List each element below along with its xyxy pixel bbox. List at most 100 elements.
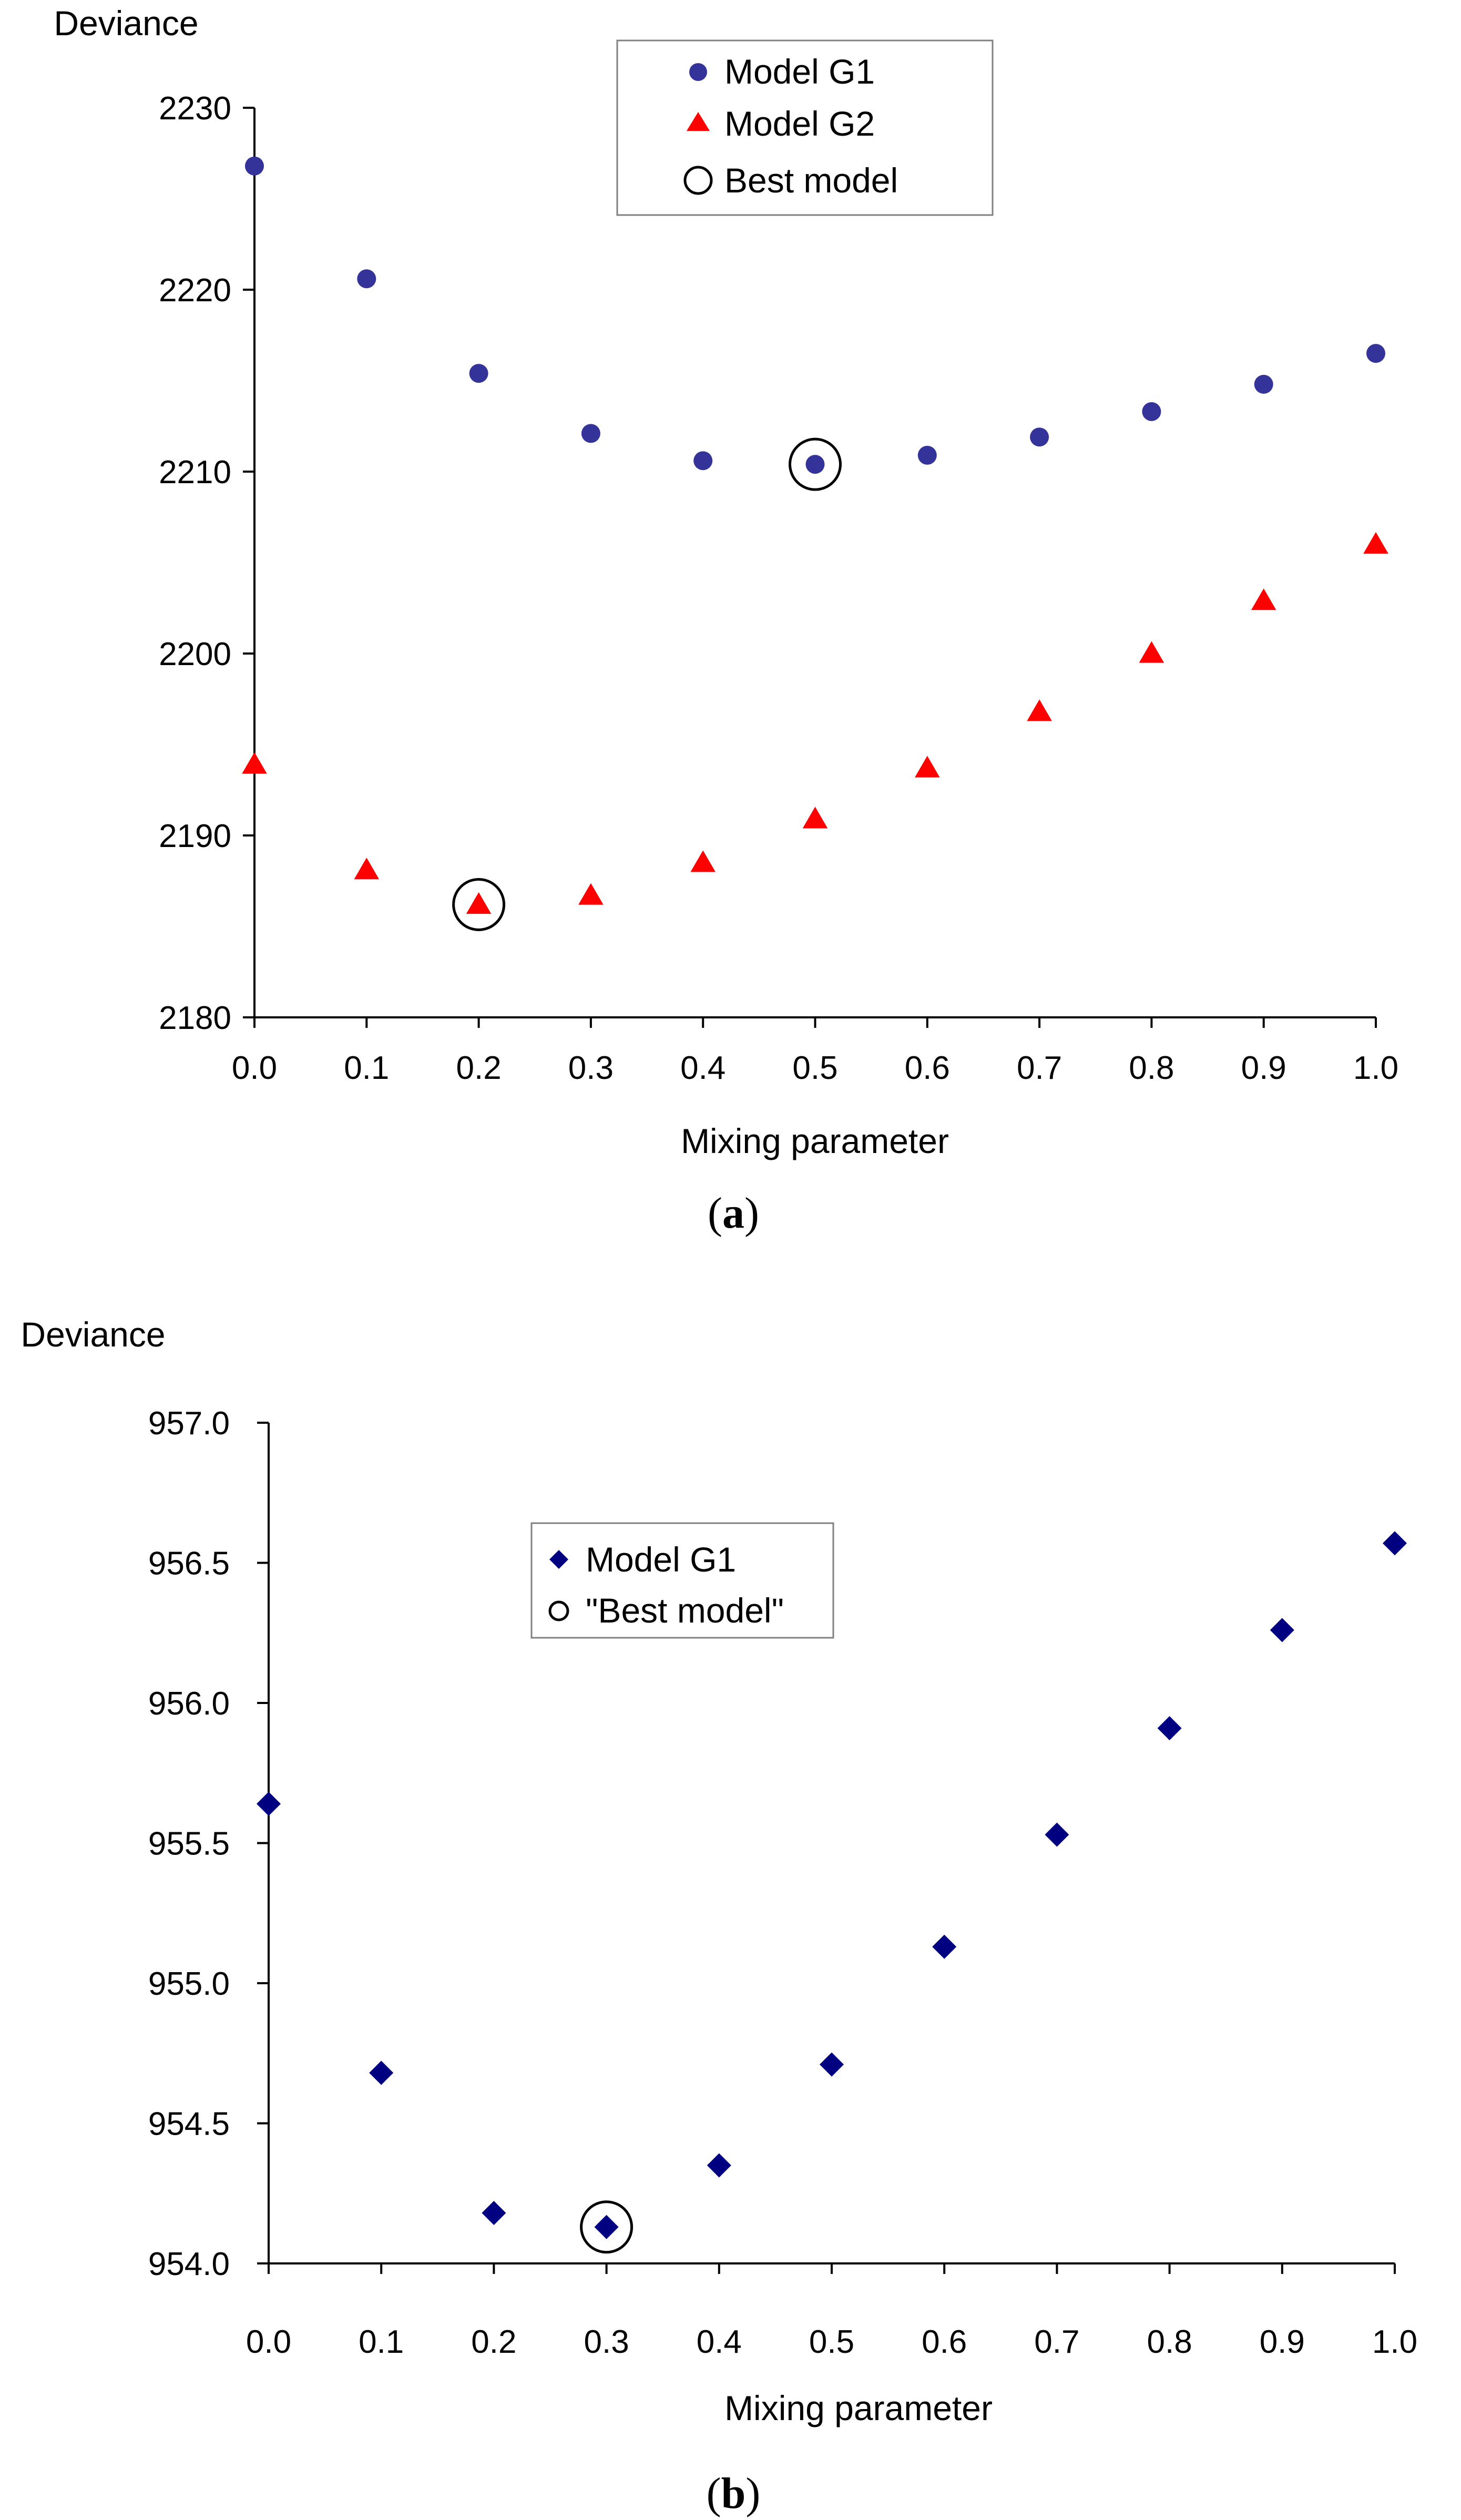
x-tick-label: 0.4 [697, 2324, 742, 2360]
legend-label-model-g1: Model G1 [586, 1540, 736, 1579]
data-point-model-g1 [932, 1934, 957, 1959]
data-point-model-g1 [245, 156, 264, 176]
data-point-model-g1 [1045, 1822, 1069, 1847]
data-point-model-g1 [820, 2052, 844, 2077]
legend-marker-best-model [548, 1600, 569, 1621]
panel-caption-b: (b) [707, 2469, 761, 2518]
y-axis-title: Deviance [54, 4, 198, 43]
x-tick-label: 0.0 [246, 2324, 291, 2360]
y-tick-label: 2200 [159, 636, 231, 672]
y-tick-label: 955.0 [148, 1966, 230, 2002]
legend-label-model-g2: Model G2 [724, 104, 875, 143]
x-tick-label: 0.1 [344, 1050, 389, 1086]
data-point-model-g2 [466, 892, 492, 914]
y-tick-label: 954.5 [148, 2106, 230, 2142]
y-axis-ticks: 954.0 954.5 955.0 955.5 956.0 956.5 957.0 [148, 1405, 269, 2282]
data-point-model-g1 [594, 2215, 619, 2239]
data-point-model-g1 [369, 2060, 394, 2085]
data-point-model-g1 [693, 451, 713, 471]
x-tick-label: 0.8 [1129, 1050, 1174, 1086]
y-axis-title: Deviance [21, 1315, 165, 1354]
y-tick-label: 956.5 [148, 1546, 230, 1582]
data-points [257, 1531, 1407, 2254]
data-point-model-g1 [581, 424, 600, 443]
legend: Model G1 Model G2 Best model [616, 39, 994, 216]
data-point-model-g1 [1030, 427, 1049, 447]
x-axis-title: Mixing parameter [724, 2389, 993, 2427]
best-model-marker [789, 437, 842, 491]
data-point-model-g1 [469, 364, 488, 383]
data-point-model-g2 [1363, 532, 1388, 554]
legend-marker-model-g1 [689, 63, 707, 81]
x-tick-label: 0.4 [680, 1050, 726, 1086]
y-tick-label: 955.5 [148, 1826, 230, 1862]
x-axis-title: Mixing parameter [681, 1121, 949, 1160]
legend: Model G1 "Best model" [530, 1522, 834, 1639]
data-point-model-g1 [357, 269, 376, 289]
x-tick-label: 0.5 [792, 1050, 837, 1086]
legend-label-model-g1: Model G1 [724, 52, 875, 91]
legend-label-best-model: "Best model" [586, 1591, 784, 1630]
data-point-model-g1 [1157, 1716, 1182, 1740]
legend-marker-model-g1 [549, 1550, 568, 1569]
data-point-model-g1 [257, 1791, 281, 1816]
data-point-model-g2 [578, 883, 604, 905]
x-tick-label: 1.0 [1353, 1050, 1398, 1086]
y-tick-label: 957.0 [148, 1405, 230, 1442]
data-point-model-g1 [805, 455, 825, 474]
data-point-model-g2 [242, 752, 267, 774]
x-axis-ticks: 0.0 0.1 0.2 0.3 0.4 0.5 0.6 0.7 0.8 0.9 1.0 [246, 2263, 1417, 2360]
y-tick-label: 2190 [159, 818, 231, 854]
x-tick-label: 0.0 [232, 1050, 277, 1086]
x-tick-label: 0.9 [1260, 2324, 1305, 2360]
y-tick-label: 2180 [159, 1000, 231, 1036]
data-point-model-g1 [482, 2201, 506, 2226]
x-tick-label: 0.7 [1017, 1050, 1062, 1086]
data-point-model-g2 [802, 807, 828, 829]
x-tick-label: 0.8 [1147, 2324, 1192, 2360]
y-tick-label: 2210 [159, 454, 231, 491]
y-axis-ticks: 2180 2190 2200 2210 2220 2230 [159, 90, 254, 1036]
x-axis-ticks: 0.0 0.1 0.2 0.3 0.4 0.5 0.6 0.7 0.8 0.9 1.0 [232, 1017, 1398, 1086]
data-point-model-g2 [1027, 699, 1052, 721]
x-tick-label: 0.6 [905, 1050, 950, 1086]
data-points [242, 156, 1388, 931]
x-tick-label: 0.3 [584, 2324, 629, 2360]
data-point-model-g1 [1254, 374, 1273, 394]
y-tick-label: 2220 [159, 272, 231, 309]
data-point-model-g1 [1383, 1531, 1407, 1556]
data-point-model-g1 [1366, 344, 1385, 363]
legend-box [530, 1522, 834, 1639]
data-point-model-g2 [354, 858, 380, 880]
legend-box [616, 39, 994, 216]
x-tick-label: 0.6 [922, 2324, 967, 2360]
best-model-marker [580, 2200, 634, 2254]
data-point-model-g1 [1142, 402, 1161, 421]
best-model-marker [452, 878, 506, 931]
y-tick-label: 2230 [159, 90, 231, 127]
chart-panel-b: Deviance 954.0954.5955.0955.5956.0956.59… [21, 1315, 1417, 2518]
panel-caption-a: (a) [708, 1189, 759, 1238]
data-point-model-g1 [707, 2153, 731, 2178]
x-tick-label: 1.0 [1372, 2324, 1417, 2360]
y-tick-label: 956.0 [148, 1686, 230, 1722]
x-tick-label: 0.9 [1241, 1050, 1286, 1086]
legend-marker-best-model [683, 166, 713, 195]
x-tick-label: 0.5 [809, 2324, 854, 2360]
x-tick-label: 0.2 [456, 1050, 501, 1086]
data-point-model-g2 [690, 850, 716, 872]
x-tick-label: 0.7 [1034, 2324, 1079, 2360]
data-point-model-g2 [915, 756, 940, 778]
x-tick-label: 0.3 [568, 1050, 614, 1086]
x-tick-label: 0.1 [359, 2324, 404, 2360]
x-tick-label: 0.2 [471, 2324, 516, 2360]
data-point-model-g2 [1251, 588, 1276, 610]
data-point-model-g2 [1139, 641, 1164, 663]
legend-marker-model-g2 [687, 112, 710, 131]
data-point-model-g1 [1270, 1618, 1294, 1642]
legend-label-best-model: Best model [724, 161, 898, 200]
y-tick-label: 954.0 [148, 2246, 230, 2282]
data-point-model-g1 [917, 445, 937, 465]
chart-panel-a: Deviance 2180 2190 2200 2210 2220 2230 0.0 0.1… [54, 4, 1398, 1238]
